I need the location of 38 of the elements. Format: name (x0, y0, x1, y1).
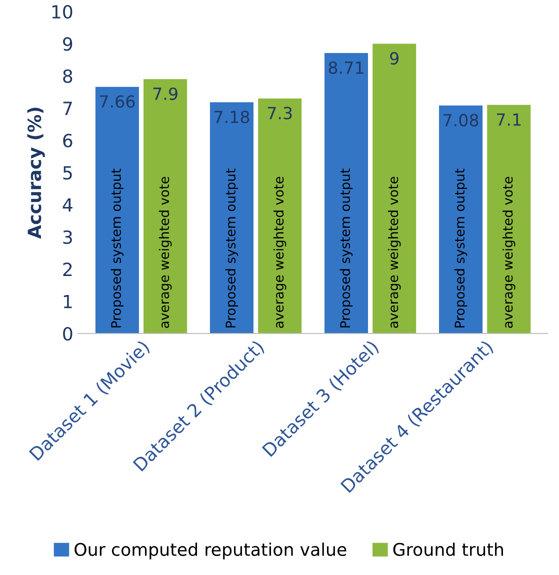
data-label: 7.3 (268, 106, 292, 120)
annotation: Proposed system output (340, 168, 353, 328)
annotation: Proposed system output (110, 168, 124, 328)
annotation: Proposed system output (225, 168, 238, 328)
annotation: average weighted vote (502, 176, 516, 328)
y-axis-title: Accuracy (%) (27, 108, 45, 239)
y-tick-label: 10 (52, 4, 72, 19)
y-tick-label: 0 (63, 326, 72, 341)
y-tick-label: 2 (63, 262, 72, 276)
legend-label: Our computed reputation value (74, 542, 346, 560)
bar (258, 98, 302, 334)
y-tick-label: 3 (63, 230, 72, 244)
data-label: 7.08 (444, 114, 478, 126)
y-tick-label: 6 (63, 134, 72, 148)
data-label: 8.71 (328, 61, 364, 74)
bar (372, 44, 416, 334)
bar (324, 53, 368, 334)
data-label: 9 (390, 52, 398, 65)
annotation: Proposed system output (454, 168, 468, 328)
y-tick-label: 8 (63, 69, 72, 84)
bar (144, 79, 188, 334)
y-tick-label: 9 (63, 37, 72, 51)
data-label: 7.1 (496, 113, 521, 126)
bar (439, 106, 483, 334)
bar (210, 102, 254, 334)
annotation: average weighted vote (273, 176, 286, 328)
legend-label: Ground truth (393, 542, 503, 556)
data-label: 7.9 (153, 87, 178, 100)
annotation: average weighted vote (388, 176, 401, 328)
bar (95, 86, 139, 334)
y-tick-label: 1 (64, 294, 72, 308)
bar (487, 104, 531, 334)
data-label: 7.66 (100, 95, 135, 108)
y-tick-label: 5 (63, 166, 72, 180)
y-tick-label: 7 (63, 102, 72, 115)
data-label: 7.18 (214, 110, 250, 124)
y-tick-label: 4 (62, 198, 72, 212)
annotation: average weighted vote (158, 176, 172, 328)
